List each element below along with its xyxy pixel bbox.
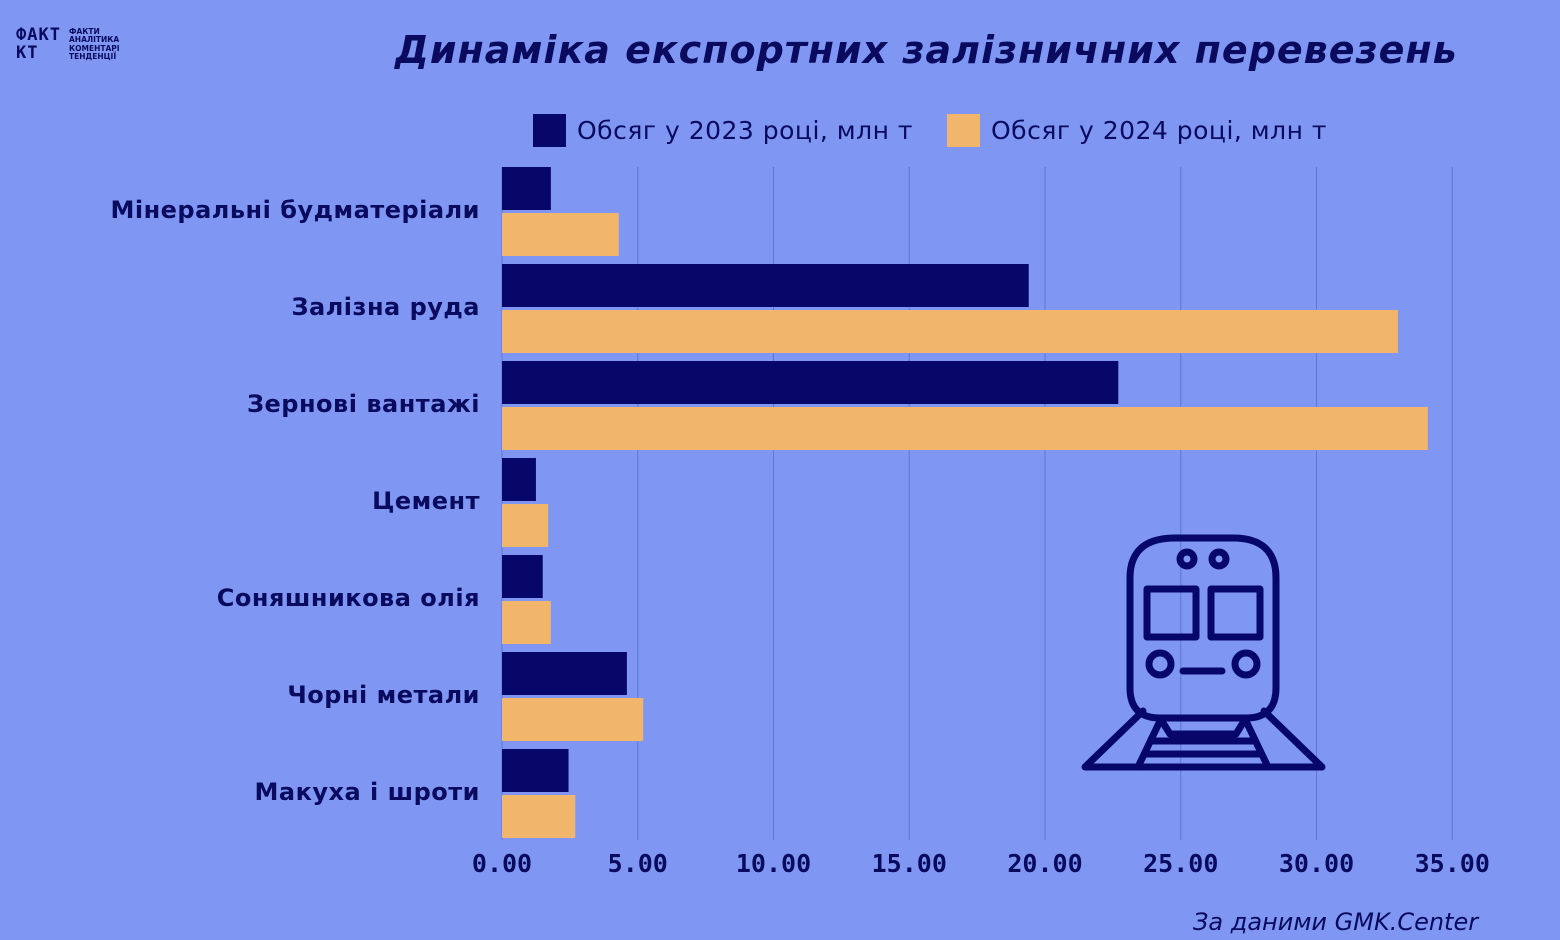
bar-2024 — [502, 213, 619, 256]
x-tick-label: 10.00 — [736, 849, 811, 878]
bar-2023 — [502, 749, 569, 792]
category-label: Макуха і шроти — [254, 778, 480, 806]
x-axis-ticks: 0.00 5.00 10.00 15.00 20.00 25.00 30.00 35.00 — [472, 849, 1490, 878]
logo-subtitle: ФАКТИ АНАЛІТИКА КОМЕНТАРІ ТЕНДЕНЦІЇ — [69, 27, 120, 61]
x-tick-label: 20.00 — [1007, 849, 1082, 878]
legend-label-2024: Обсяг у 2024 році, млн т — [991, 115, 1327, 145]
category-label: Зернові вантажі — [247, 390, 480, 418]
legend-item-2023: Обсяг у 2023 році, млн т — [533, 113, 913, 147]
x-tick-label: 25.00 — [1143, 849, 1218, 878]
x-tick-label: 0.00 — [472, 849, 532, 878]
x-tick-label: 35.00 — [1415, 849, 1490, 878]
bar-2023 — [502, 555, 543, 598]
chart-title: Динаміка експортних залізничних перевезе… — [395, 28, 1458, 72]
x-tick-label: 15.00 — [872, 849, 947, 878]
x-tick-label: 30.00 — [1279, 849, 1354, 878]
x-tick-label: 5.00 — [608, 849, 668, 878]
category-labels: Мінеральні будматеріали Залізна руда Зерно… — [110, 196, 480, 806]
bar-2024 — [502, 310, 1398, 353]
chart-bars — [502, 167, 1428, 838]
bar-2023 — [502, 264, 1029, 307]
logo-mark: ФАКТ КТ — [16, 25, 61, 63]
bar-2023 — [502, 361, 1119, 404]
legend-swatch-2024 — [947, 113, 980, 147]
chart-legend: Обсяг у 2023 році, млн т Обсяг у 2024 ро… — [533, 112, 1361, 148]
bar-2024 — [502, 795, 576, 838]
source-note: За даними GMK.Center — [1193, 908, 1479, 936]
legend-label-2023: Обсяг у 2023 році, млн т — [577, 115, 913, 145]
bar-2023 — [502, 458, 536, 501]
logo: ФАКТ КТ ФАКТИ АНАЛІТИКА КОМЕНТАРІ ТЕНДЕН… — [16, 26, 136, 72]
category-label: Соняшникова олія — [217, 584, 480, 612]
bar-2024 — [502, 698, 644, 741]
bar-2023 — [502, 652, 627, 695]
train-icon — [1081, 534, 1326, 771]
legend-item-2024: Обсяг у 2024 році, млн т — [947, 113, 1327, 147]
bar-2024 — [502, 504, 549, 547]
bar-2023 — [502, 167, 551, 210]
category-label: Цемент — [372, 487, 480, 515]
bar-2024 — [502, 407, 1428, 450]
category-label: Залізна руда — [291, 293, 480, 321]
bar-2024 — [502, 601, 551, 644]
legend-swatch-2023 — [533, 113, 566, 147]
category-label: Мінеральні будматеріали — [110, 196, 480, 224]
category-label: Чорні метали — [287, 681, 480, 709]
